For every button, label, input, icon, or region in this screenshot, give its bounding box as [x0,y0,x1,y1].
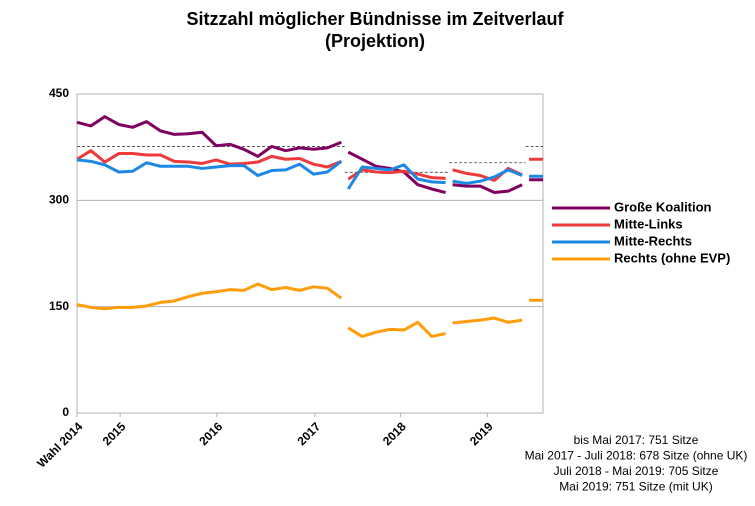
note: Mai 2019: 751 Sitze (mit UK) [559,480,712,494]
series-line [76,158,543,190]
series-line [76,282,543,338]
x-tick-label: 2018 [380,419,409,448]
x-tick-label: 2017 [294,419,323,448]
legend-label: Große Koalition [614,199,712,214]
series-line [76,149,543,182]
note: Juli 2018 - Mai 2019: 705 Sitze [554,464,719,478]
y-tick-label: 150 [49,299,69,313]
series-line [76,115,543,195]
legend-label: Mitte-Rechts [614,233,692,248]
legend-label: Rechts (ohne EVP) [614,250,730,265]
y-tick-label: 0 [62,405,69,419]
y-tick-label: 300 [49,193,69,207]
x-tick-label: 2015 [100,419,129,448]
plot-frame [76,93,544,414]
chart-title: Sitzzahl möglicher Bündnisse im Zeitverl… [186,9,564,29]
y-tick-label: 450 [49,86,69,100]
chart-subtitle: (Projektion) [325,31,425,51]
legend-label: Mitte-Links [614,216,683,231]
note: bis Mai 2017: 751 Sitze [574,433,699,447]
note: Mai 2017 - Juli 2018: 678 Sitze (ohne UK… [525,449,748,463]
x-tick-label: Wahl 2014 [34,419,85,470]
x-tick-label: 2016 [196,419,225,448]
x-tick-label: 2019 [467,419,496,448]
